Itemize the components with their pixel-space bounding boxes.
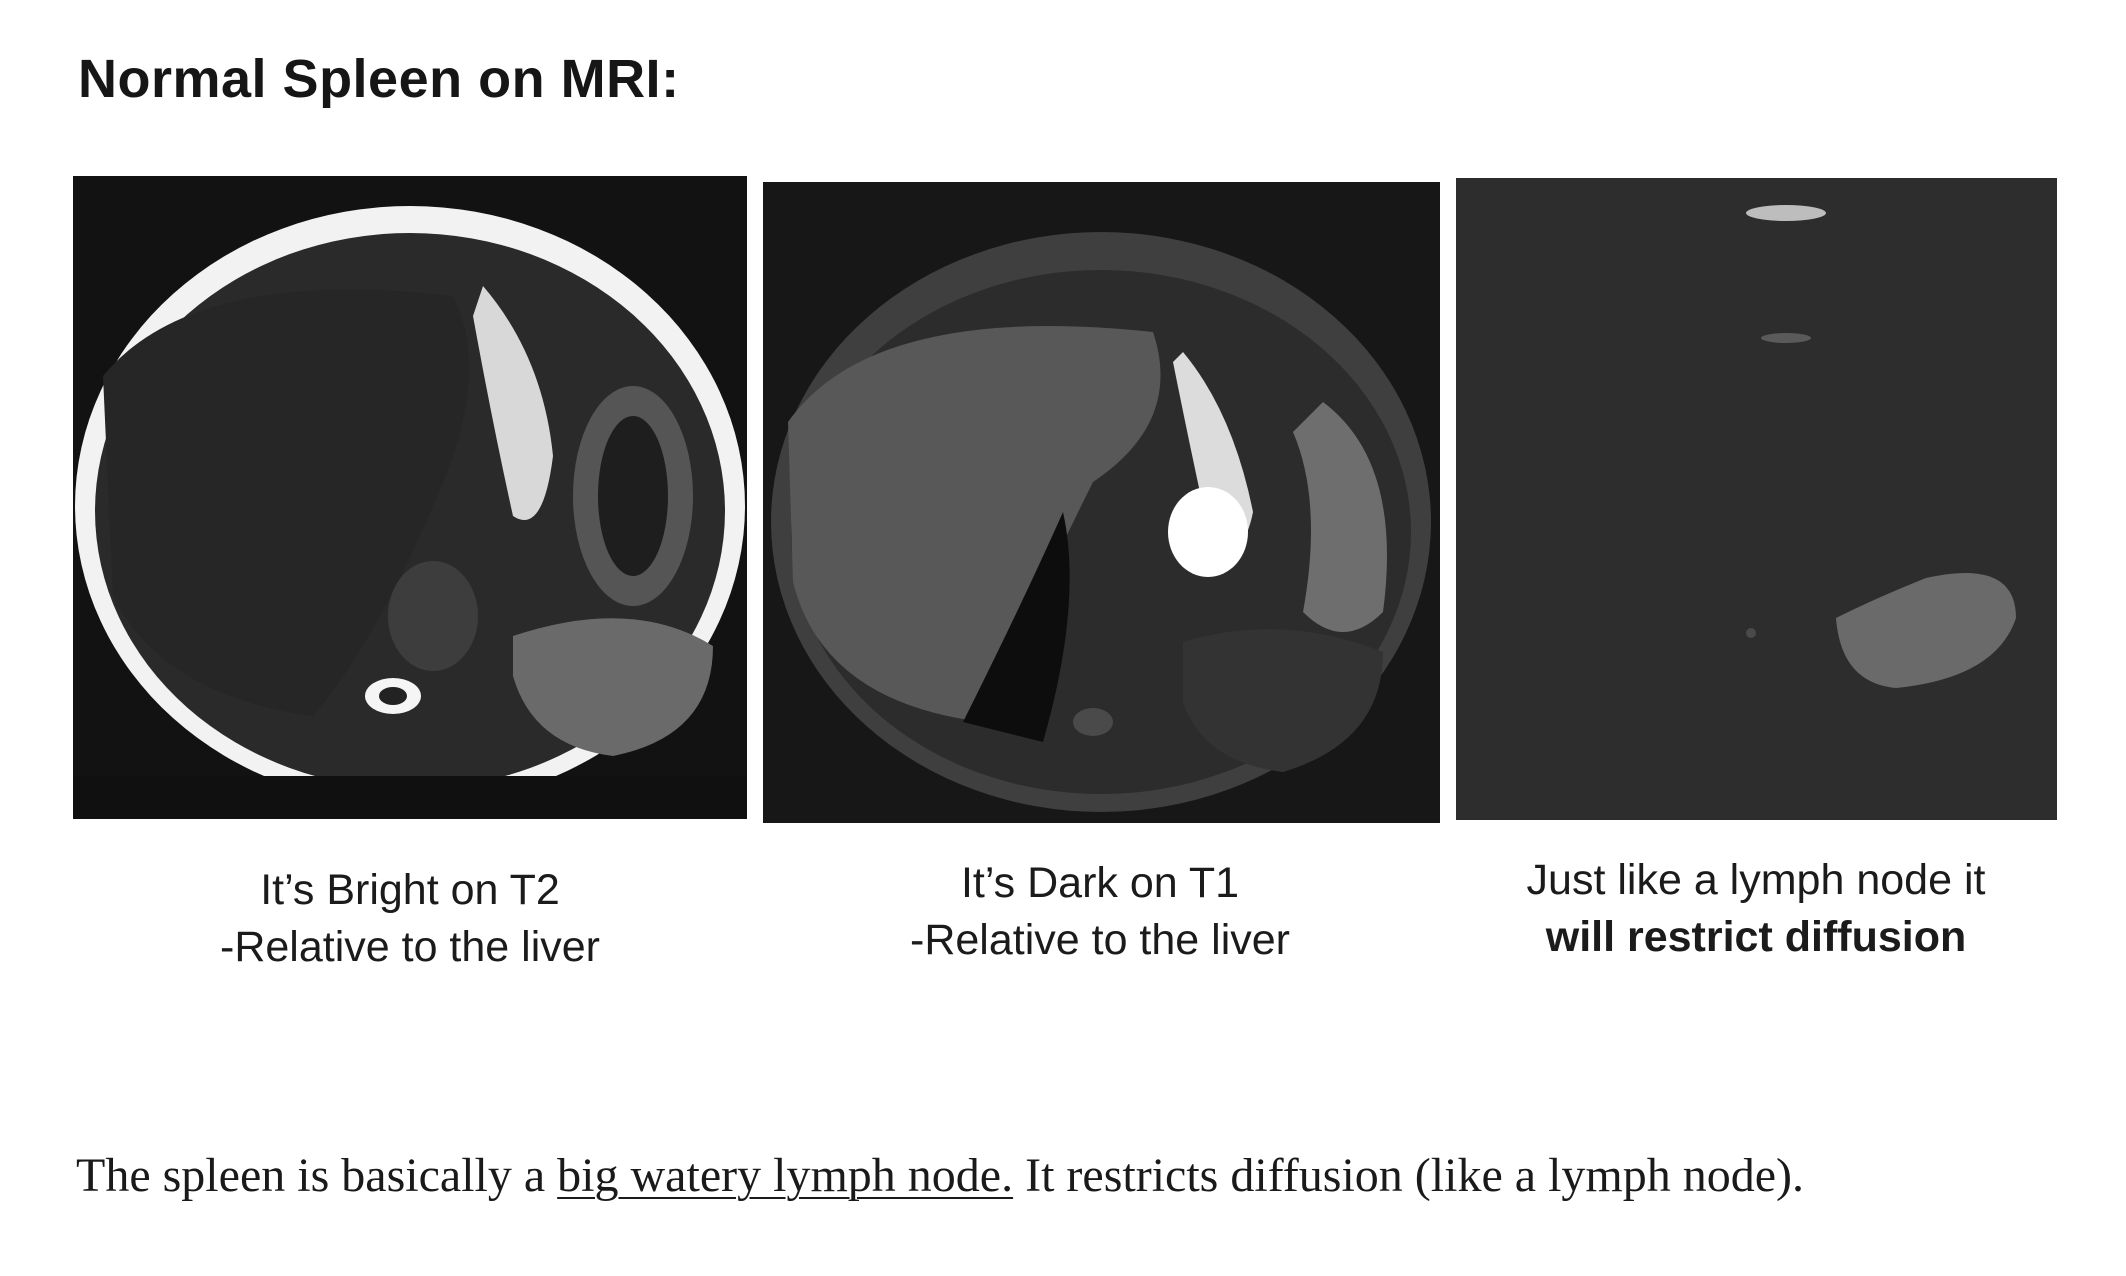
- t2-caption: It’s Bright on T2 -Relative to the liver: [110, 862, 710, 976]
- page-title: Normal Spleen on MRI:: [78, 49, 680, 109]
- diffusion-caption-line2: will restrict diffusion: [1545, 913, 1967, 961]
- t1-caption-line1: It’s Dark on T1: [960, 859, 1240, 907]
- diffusion-caption-line1: Just like a lymph node it: [1526, 856, 1986, 904]
- diffusion-caption: Just like a lymph node it will restrict …: [1456, 852, 2056, 966]
- t1-caption-line2: -Relative to the liver: [910, 916, 1290, 964]
- footnote-after: It restricts diffusion (like a lymph nod…: [1013, 1149, 1805, 1202]
- t1-mri-image: [763, 182, 1440, 823]
- footnote: The spleen is basically a big watery lym…: [76, 1148, 1804, 1203]
- t1-caption: It’s Dark on T1 -Relative to the liver: [800, 855, 1400, 969]
- diffusion-mri-image: [1456, 178, 2057, 820]
- footnote-underlined: big watery lymph node.: [557, 1149, 1014, 1202]
- footnote-before: The spleen is basically a: [76, 1149, 558, 1202]
- t2-mri-image: [73, 176, 747, 819]
- t2-caption-line1: It’s Bright on T2: [260, 866, 560, 914]
- t2-caption-line2: -Relative to the liver: [220, 923, 600, 971]
